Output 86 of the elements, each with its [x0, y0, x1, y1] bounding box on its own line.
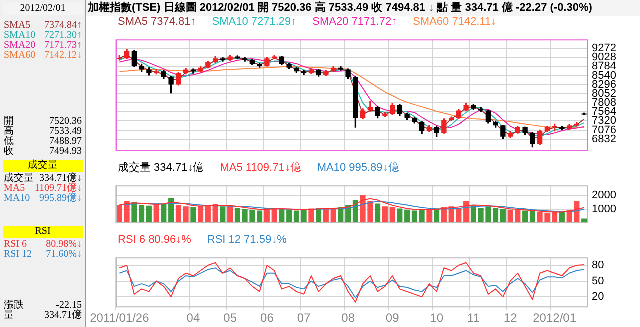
x-tick-label: 05 — [224, 311, 238, 326]
series-label: RSI 6 80.96↓% — [118, 234, 192, 247]
bar — [522, 210, 528, 224]
text: 7142.12↓ — [44, 50, 82, 61]
y-tick-label: 50 — [592, 275, 604, 288]
bar — [404, 210, 410, 224]
bar — [234, 208, 240, 224]
text: SMA20 — [4, 40, 36, 51]
text: 7271.30↑ — [44, 30, 82, 41]
text: 高 — [4, 126, 14, 137]
text: SMA20 7171.72↑ — [312, 16, 398, 29]
bar — [139, 205, 145, 224]
x-tick-label: 06 — [260, 311, 274, 326]
chart-title: 加權指數(TSE) 日線圖 2012/02/01 開 7520.36 高 7533.49 收 7494.81 ↓ 點 量 334.71 億 -22.27 (-0.30%) — [86, 0, 640, 16]
bar — [116, 205, 122, 224]
y-tick-label: 6832 — [592, 133, 616, 146]
text: 低 — [4, 136, 14, 147]
text: 1109.71億↓ — [34, 183, 82, 194]
bar — [198, 206, 204, 224]
bar — [426, 210, 432, 224]
text: 7488.97 — [50, 136, 82, 147]
text: MA10 — [4, 193, 30, 204]
text: MA5 — [4, 183, 26, 194]
text: 量 — [4, 310, 14, 321]
y-tick-label: 2000 — [592, 189, 616, 202]
text: 995.89億↓ — [40, 193, 82, 204]
x-tick-label: 10 — [430, 311, 444, 326]
x-tick-label: 08 — [342, 311, 356, 326]
text: SMA10 7271.29↑ — [212, 16, 297, 29]
text: 成交量 — [3, 160, 83, 172]
bar — [493, 208, 499, 224]
text: RSI 12 71.59↓% — [207, 234, 287, 247]
bar — [286, 210, 292, 224]
text: 收 — [4, 146, 14, 157]
text: RSI — [3, 226, 83, 238]
text: MA10 995.89↓億 — [317, 162, 400, 175]
text: SMA60 — [4, 50, 36, 61]
bar — [323, 209, 329, 224]
text: 7494.93 — [50, 146, 82, 157]
x-tick-label: 2011/01/26 — [90, 311, 150, 326]
bar — [183, 206, 189, 224]
bar — [375, 204, 381, 224]
text: 成交量 334.71↓億 — [118, 162, 204, 175]
y-tick-label: 20 — [592, 291, 604, 304]
text: 開 — [4, 116, 14, 127]
text: 334.71億↓ — [40, 173, 82, 184]
y-tick-label: 1000 — [592, 203, 616, 216]
bar — [397, 208, 403, 224]
text: 334.71億 — [44, 310, 82, 321]
x-tick-label: 04 — [186, 311, 200, 326]
text: 7520.36 — [50, 116, 82, 127]
text: RSI 6 — [4, 239, 28, 250]
bar — [390, 207, 396, 224]
x-tick-label: 09 — [386, 311, 400, 326]
text: 7533.49 — [50, 126, 82, 137]
text: 成交量 — [4, 173, 34, 184]
bar — [220, 206, 226, 224]
bar — [530, 212, 536, 224]
bar — [412, 210, 418, 224]
text: SMA5 — [4, 20, 31, 31]
text: SMA10 — [4, 30, 36, 41]
x-tick-label: 2012/01 — [533, 311, 577, 326]
text: 80.98%↓ — [46, 239, 82, 250]
text: 71.60%↓ — [46, 249, 82, 260]
bar — [279, 209, 285, 224]
text: 漲跌 — [4, 300, 24, 311]
bar — [176, 205, 182, 224]
text: -22.15 — [56, 300, 82, 311]
y-tick-label: 80 — [592, 260, 604, 272]
text: SMA60 7142.11↓ — [413, 16, 497, 29]
x-tick-label: 07 — [297, 311, 312, 326]
bar — [161, 204, 167, 224]
text: RSI 12 — [4, 249, 32, 260]
bar — [257, 210, 263, 224]
text: 7171.73↑ — [44, 40, 82, 51]
bar — [190, 207, 196, 224]
text: 2012/02/01 — [3, 3, 83, 15]
text: 7374.84↑ — [44, 20, 82, 31]
text: MA5 1109.71↓億 — [220, 162, 302, 175]
bar — [500, 209, 506, 224]
x-tick-label: 12 — [504, 311, 518, 326]
x-tick-label: 11 — [467, 311, 480, 326]
bar — [382, 206, 388, 224]
bar — [294, 210, 300, 224]
text: SMA5 7374.81↑ — [118, 16, 196, 29]
bar — [146, 206, 152, 224]
